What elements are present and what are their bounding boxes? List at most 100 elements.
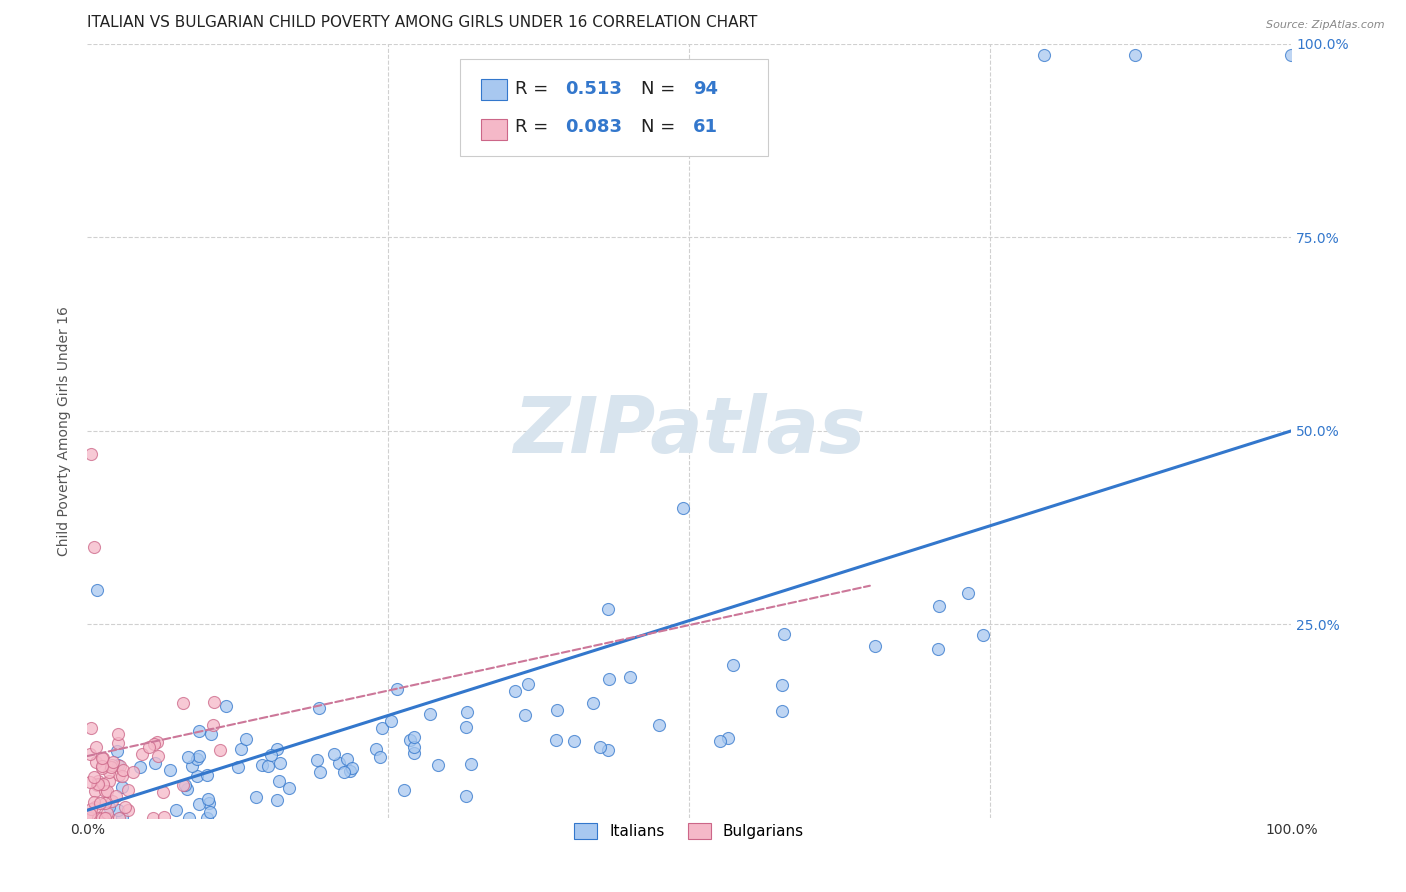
Point (93, 796, 115, 810)
Point (96, 806, 118, 821)
Point (419, 706, 441, 721)
Point (972, 628, 994, 642)
Point (100, 760, 122, 774)
Point (83, 540, 105, 554)
Point (598, 673, 620, 687)
Point (176, 750, 198, 764)
Point (399, 733, 422, 747)
Point (260, 748, 283, 763)
Point (308, 765, 330, 780)
Text: ITALIAN VS BULGARIAN CHILD POVERTY AMONG GIRLS UNDER 16 CORRELATION CHART: ITALIAN VS BULGARIAN CHILD POVERTY AMONG… (87, 15, 758, 30)
Point (84, 755, 107, 769)
Point (159, 763, 181, 777)
Point (596, 743, 619, 757)
Point (582, 697, 605, 711)
Point (215, 699, 238, 714)
Point (198, 796, 221, 810)
Point (172, 696, 194, 710)
Point (229, 742, 252, 756)
Point (91, 758, 114, 772)
Point (323, 747, 346, 761)
Point (187, 749, 209, 764)
Point (187, 797, 209, 812)
Point (187, 723, 209, 738)
Point (97, 764, 120, 779)
Point (456, 720, 478, 734)
Point (307, 753, 329, 767)
Point (145, 735, 167, 749)
Point (333, 765, 356, 780)
Point (101, 756, 124, 770)
Point (94, 784, 117, 798)
Point (96, 811, 118, 825)
Point (772, 705, 794, 719)
Point (589, 739, 612, 754)
Point (927, 641, 949, 656)
Point (176, 781, 198, 796)
Point (546, 703, 568, 717)
Point (181, 759, 204, 773)
Point (202, 695, 225, 709)
Point (138, 739, 160, 754)
Point (122, 764, 145, 779)
Point (195, 768, 218, 782)
Text: R =: R = (515, 118, 554, 136)
Point (392, 783, 415, 797)
Point (456, 789, 478, 803)
Text: 0.083: 0.083 (565, 118, 623, 136)
Point (111, 769, 134, 783)
Point (90, 811, 112, 825)
Point (336, 752, 359, 766)
Point (269, 774, 291, 789)
FancyBboxPatch shape (460, 59, 768, 156)
Point (402, 731, 425, 745)
Point (1279, 48, 1302, 62)
Point (79, 775, 101, 789)
Point (79, 747, 101, 761)
Point (108, 759, 131, 773)
Point (83, 770, 105, 784)
Point (101, 758, 124, 772)
Point (107, 736, 129, 750)
Point (1033, 48, 1056, 62)
Point (79, 811, 101, 825)
Legend: Italians, Bulgarians: Italians, Bulgarians (568, 817, 810, 846)
Point (105, 744, 128, 758)
Point (456, 706, 478, 720)
Point (86, 582, 108, 597)
Point (143, 737, 166, 751)
Point (93, 777, 115, 791)
Point (402, 739, 425, 754)
Point (269, 756, 291, 771)
Point (709, 734, 731, 748)
Point (117, 803, 139, 817)
Point (340, 761, 363, 775)
Point (83, 800, 105, 814)
Point (257, 759, 280, 773)
Point (278, 780, 301, 795)
Point (546, 732, 568, 747)
Point (863, 639, 886, 653)
Point (87, 811, 110, 825)
Point (174, 778, 197, 792)
Point (143, 756, 166, 771)
Point (111, 780, 134, 794)
Text: Source: ZipAtlas.com: Source: ZipAtlas.com (1267, 20, 1385, 29)
Point (142, 811, 165, 825)
Point (672, 501, 695, 516)
Point (86, 778, 108, 792)
Point (404, 746, 426, 760)
Text: 0.513: 0.513 (565, 80, 621, 98)
Point (104, 789, 127, 803)
Point (80, 447, 103, 461)
Point (773, 627, 796, 641)
Y-axis label: Child Poverty Among Girls Under 16: Child Poverty Among Girls Under 16 (58, 306, 72, 556)
Point (96, 784, 118, 798)
Point (165, 803, 187, 817)
Point (148, 749, 170, 764)
Point (87, 777, 110, 791)
Point (202, 718, 225, 732)
Point (195, 811, 218, 825)
Point (198, 805, 221, 819)
Point (107, 727, 129, 741)
